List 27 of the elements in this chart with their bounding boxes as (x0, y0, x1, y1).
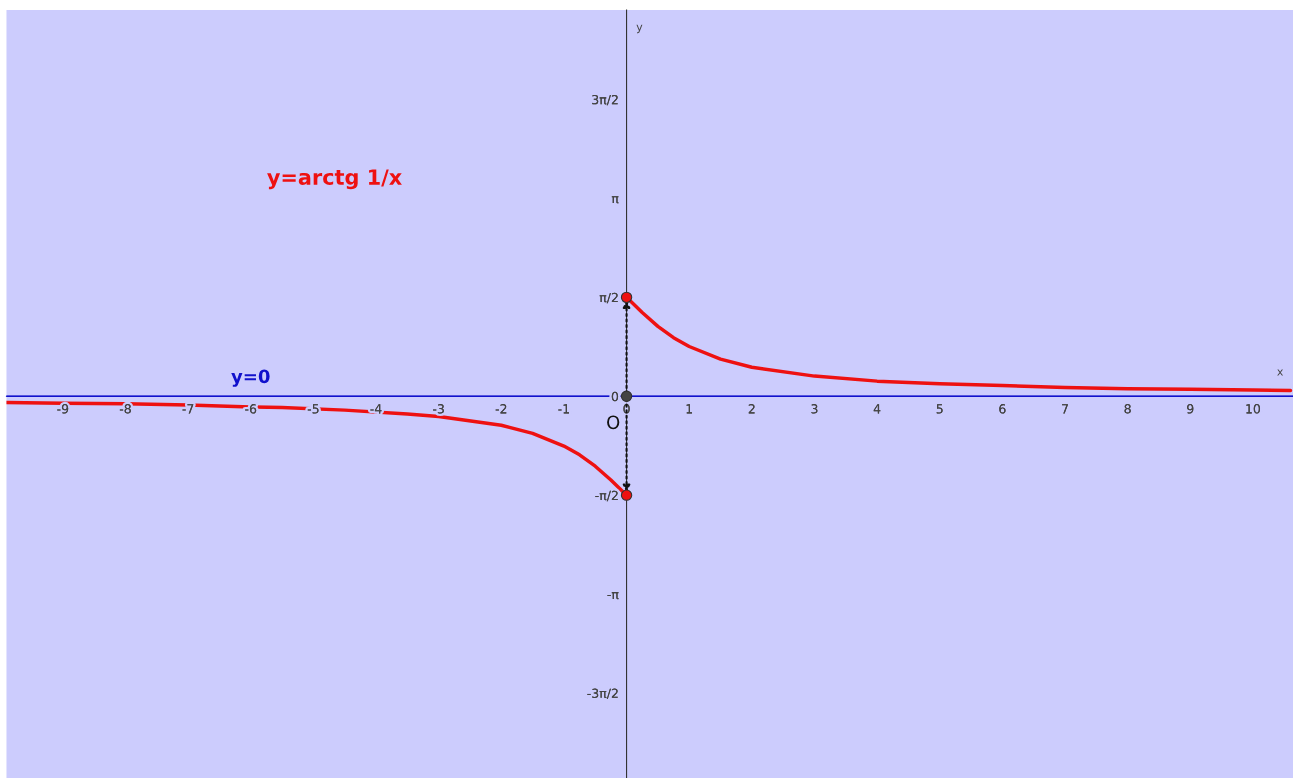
x-tick-label: -7 (182, 404, 194, 414)
x-tick-label: 9 (1187, 404, 1194, 414)
x-tick-label: -1 (558, 404, 569, 414)
y-tick-label: -π (607, 592, 619, 600)
x-tick-label: 1 (686, 404, 693, 414)
x-tick-label: -2 (495, 404, 507, 414)
x-tick-label: 7 (1062, 404, 1068, 414)
x-tick-label: 8 (1124, 404, 1131, 414)
y-tick-label: -3π/2 (587, 688, 618, 699)
x-tick-label: 10 (1246, 404, 1261, 414)
x-axis-title: x (1277, 369, 1284, 376)
annotation: O (607, 415, 620, 430)
x-tick-label: 2 (748, 404, 755, 414)
y-tick-label: π (611, 196, 619, 204)
x-tick-label: -9 (57, 404, 69, 414)
y-axis-title: y (636, 24, 643, 34)
y-tick-label: -π/2 (595, 490, 618, 502)
ref-line-label: y=0 (231, 369, 270, 387)
x-tick-label: -3 (433, 404, 444, 414)
y-tick-label: 3π/2 (592, 94, 618, 106)
x-tick-label: 6 (999, 404, 1006, 414)
y-tick-label: π/2 (599, 292, 618, 304)
x-tick-label: 4 (873, 404, 881, 414)
x-tick-label: 3 (811, 404, 818, 414)
annotation: y=arctg 1/x (267, 169, 402, 190)
x-tick-label: 5 (936, 404, 943, 414)
x-tick-label: -8 (119, 404, 131, 414)
